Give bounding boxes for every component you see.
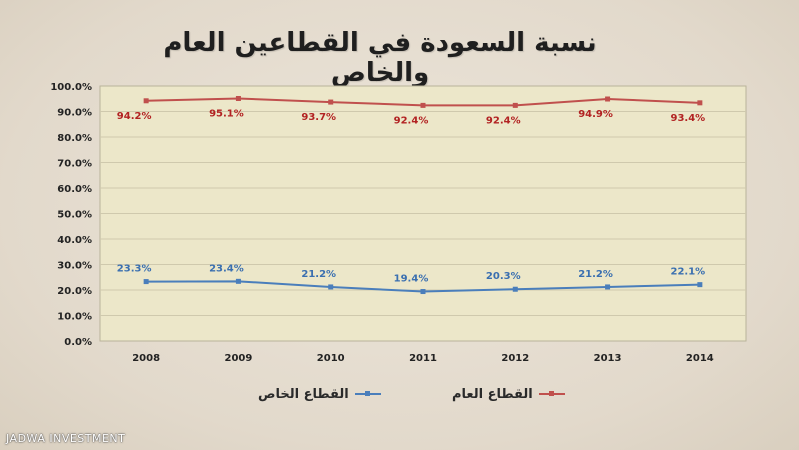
data-point-public [420,102,426,108]
data-point-public [328,99,334,105]
y-tick-label: 0.0% [64,337,92,348]
y-tick-label: 30.0% [57,261,92,272]
data-label-public: 92.4% [394,115,429,126]
data-point-public [697,100,703,106]
legend-swatch-public [538,387,565,401]
data-label-public: 93.4% [671,113,706,124]
y-tick-label: 60.0% [57,184,92,195]
chart-title: نسبة السعودة في القطاعين العام والخاص [163,28,597,88]
data-label-private: 21.2% [578,269,613,280]
x-tick-label: 2012 [501,353,529,364]
data-point-private [512,286,518,292]
y-axis-ticks: 0.0% 10.0% 20.0% 30.0% 40.0% 50.0% 60.0% 70.0% 8… [50,82,92,348]
legend-item-private: القطاع الخاص [258,383,381,405]
legend-item-public: القطاع العام [452,383,565,405]
x-tick-label: 2013 [594,353,622,364]
data-label-public: 92.4% [486,115,521,126]
x-tick-label: 2009 [225,353,253,364]
data-point-public [605,96,611,102]
data-label-public: 94.9% [578,109,613,120]
series-layer: 94.2% 95.1% 93.7% 92.4% 92.4% 94.9% 93.4% 23.3%… [117,95,706,295]
legend-label-private: القطاع الخاص [258,386,349,402]
x-tick-label: 2014 [686,353,714,364]
data-label-private: 21.2% [301,269,336,280]
data-label-public: 93.7% [301,112,336,123]
y-tick-label: 40.0% [57,235,92,246]
data-label-private: 23.4% [209,263,244,274]
grid-lines [100,111,746,316]
data-point-public [235,95,241,101]
x-tick-label: 2008 [132,353,160,364]
y-tick-label: 100.0% [50,82,92,93]
watermark: JADWA INVESTMENT [6,432,126,445]
data-point-public [143,98,149,104]
legend-swatch-private [354,387,381,401]
data-label-private: 22.1% [671,267,706,278]
data-point-public [512,102,518,108]
x-tick-label: 2010 [317,353,345,364]
data-point-private [143,279,149,285]
data-label-public: 94.2% [117,111,152,122]
legend-label-public: القطاع العام [452,386,533,402]
data-point-private [605,284,611,290]
y-tick-label: 10.0% [57,312,92,323]
data-label-public: 95.1% [209,108,244,119]
y-tick-label: 80.0% [57,133,92,144]
data-label-private: 20.3% [486,271,521,282]
data-point-private [235,278,241,284]
data-point-private [420,289,426,295]
x-tick-label: 2011 [409,353,437,364]
legend: القطاع العام القطاع الخاص [0,383,799,413]
y-tick-label: 50.0% [57,210,92,221]
data-point-private [328,284,334,290]
y-tick-label: 70.0% [57,159,92,170]
data-point-private [697,282,703,288]
y-tick-label: 90.0% [57,108,92,119]
data-label-private: 19.4% [394,274,429,285]
y-tick-label: 20.0% [57,286,92,297]
data-label-private: 23.3% [117,264,152,275]
x-axis-ticks: 2008 2009 2010 2011 2012 2013 2014 [132,353,714,364]
